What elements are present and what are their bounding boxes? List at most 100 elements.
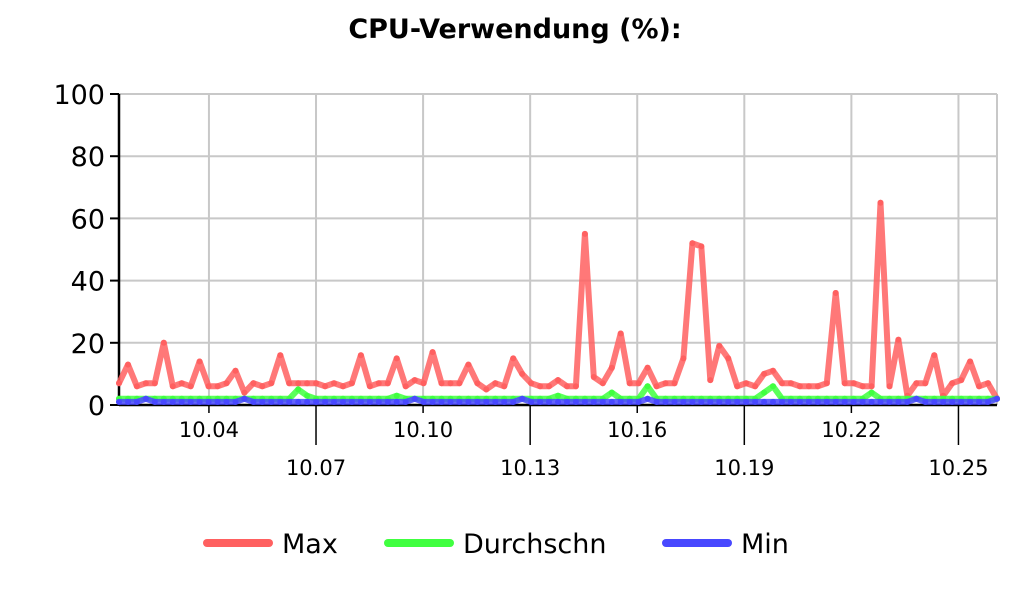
series-lines	[116, 199, 1000, 405]
data-point-durchschn	[868, 389, 875, 396]
series-min	[116, 395, 1000, 405]
data-point-min	[420, 398, 427, 405]
data-point-min	[160, 398, 167, 405]
data-point-min	[626, 398, 633, 405]
data-point-min	[913, 395, 920, 402]
data-point-max	[976, 383, 983, 390]
data-point-min	[223, 398, 230, 405]
grid	[119, 93, 998, 406]
data-point-min	[653, 398, 660, 405]
data-point-min	[958, 398, 965, 405]
data-point-min	[510, 398, 517, 405]
data-point-min	[304, 398, 311, 405]
data-point-max	[635, 380, 642, 387]
data-point-max	[411, 377, 418, 384]
data-point-min	[241, 395, 248, 402]
x-tick-label: 10.07	[286, 456, 346, 480]
data-point-max	[886, 383, 893, 390]
data-point-max	[868, 383, 875, 390]
x-tick-label: 10.19	[714, 456, 774, 480]
data-point-max	[626, 380, 633, 387]
data-point-min	[707, 398, 714, 405]
data-point-min	[133, 398, 140, 405]
data-point-max	[331, 380, 337, 387]
data-point-min	[205, 398, 212, 405]
data-point-durchschn	[555, 392, 561, 399]
data-point-max	[348, 380, 355, 387]
data-point-min	[931, 398, 938, 405]
data-point-durchschn	[644, 383, 651, 390]
data-point-max	[214, 383, 221, 390]
data-point-min	[572, 398, 579, 405]
data-point-min	[250, 398, 257, 405]
x-tick-label: 10.25	[928, 456, 988, 480]
data-point-min	[142, 395, 149, 402]
data-point-min	[752, 398, 759, 405]
data-point-max	[537, 383, 544, 390]
data-point-min	[814, 398, 821, 405]
x-tick-label: 10.10	[393, 418, 453, 442]
data-point-max	[707, 377, 714, 384]
data-point-max	[429, 349, 436, 356]
x-tick-label: 10.04	[179, 418, 239, 442]
data-point-min	[393, 398, 400, 405]
data-point-durchschn	[393, 392, 400, 399]
y-tick-label: 20	[71, 329, 105, 360]
data-point-min	[868, 398, 875, 405]
data-point-min	[662, 398, 669, 405]
data-point-max	[922, 380, 929, 387]
data-point-min	[976, 398, 983, 405]
y-tick-label: 60	[71, 204, 105, 235]
data-point-max	[116, 380, 122, 387]
data-point-min	[985, 398, 991, 405]
data-point-max	[151, 380, 158, 387]
data-point-max	[125, 361, 131, 368]
data-point-min	[581, 398, 588, 405]
data-point-min	[277, 398, 284, 405]
data-point-max	[680, 355, 687, 362]
axes: 0 20 40 60 80 100 10.04 10.07 10.10 10.13 10.16 10.…	[53, 80, 997, 480]
data-point-min	[895, 398, 902, 405]
data-point-min	[734, 398, 741, 405]
data-point-max	[581, 230, 588, 237]
chart-title: CPU-Verwendung (%):	[348, 14, 682, 45]
data-point-min	[196, 398, 203, 405]
data-point-max	[492, 380, 499, 387]
data-point-max	[859, 383, 866, 390]
data-point-max	[564, 383, 570, 390]
data-point-min	[375, 398, 382, 405]
data-point-max	[384, 380, 391, 387]
data-point-min	[366, 398, 373, 405]
x-tick-label: 10.13	[500, 456, 560, 480]
data-point-min	[841, 398, 848, 405]
data-point-max	[357, 352, 364, 359]
data-point-min	[232, 398, 239, 405]
data-point-max	[662, 380, 669, 387]
data-point-max	[420, 380, 427, 387]
data-point-max	[572, 383, 579, 390]
data-point-min	[886, 398, 893, 405]
y-tick-label: 40	[71, 267, 105, 298]
data-point-max	[474, 380, 481, 387]
data-point-max	[895, 336, 902, 343]
data-point-min	[187, 398, 194, 405]
data-point-max	[590, 374, 597, 380]
data-point-max	[366, 383, 373, 390]
data-point-durchschn	[295, 386, 302, 393]
data-point-max	[322, 383, 329, 390]
data-point-max	[805, 383, 812, 390]
data-point-max	[178, 380, 185, 387]
data-point-max	[796, 383, 803, 390]
data-point-min	[823, 398, 830, 405]
data-point-min	[313, 398, 320, 405]
data-point-max	[268, 380, 275, 387]
data-point-min	[770, 398, 776, 405]
data-point-min	[698, 398, 705, 405]
data-point-min	[644, 395, 651, 402]
legend-item-min: Min	[662, 529, 789, 560]
data-point-min	[635, 398, 642, 405]
data-point-min	[877, 398, 884, 405]
data-point-max	[187, 383, 194, 390]
data-point-min	[949, 398, 956, 405]
